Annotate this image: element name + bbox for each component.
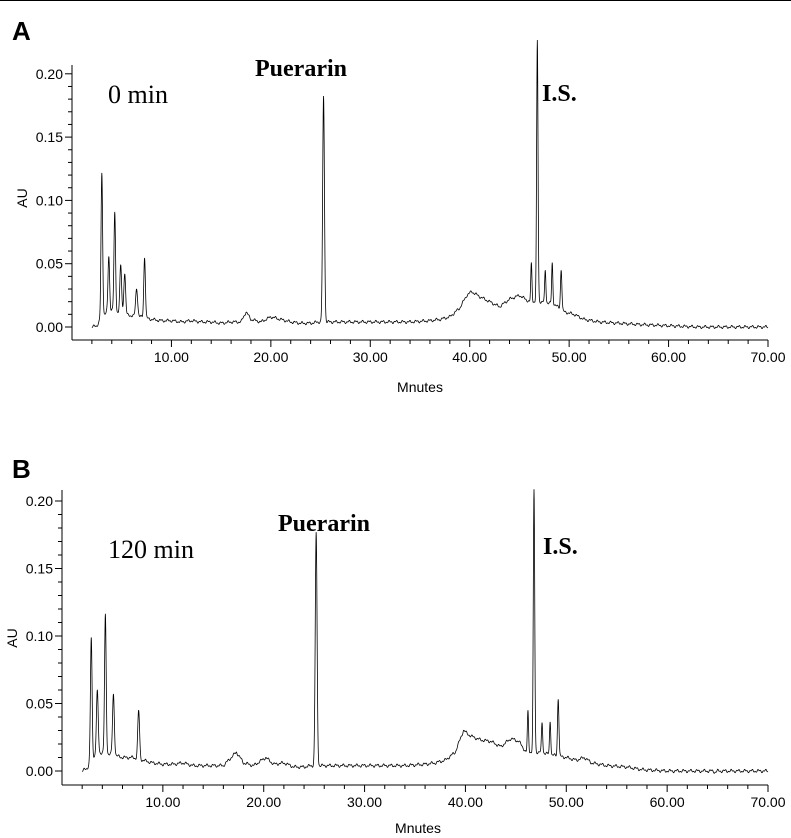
x-tick-label: 50.00 <box>552 349 587 365</box>
puerarin-peak-label: Puerarin <box>255 56 347 82</box>
chromatogram-trace <box>82 489 769 774</box>
x-tick-label: 10.00 <box>145 794 180 810</box>
y-axis-title: AU <box>4 628 20 647</box>
y-tick-label: 0.10 <box>36 192 63 208</box>
x-tick-label: 70.00 <box>750 349 785 365</box>
y-axis-title: AU <box>14 188 30 207</box>
internal-standard-peak-label: I.S. <box>542 81 577 107</box>
y-tick-label: 0.20 <box>26 493 53 509</box>
internal-standard-peak-label: I.S. <box>543 534 578 560</box>
x-tick-label: 30.00 <box>353 349 388 365</box>
x-axis-title: Mnutes <box>395 820 441 836</box>
y-tick-label: 0.00 <box>36 319 63 335</box>
y-tick-label: 0.05 <box>36 256 63 272</box>
x-tick-label: 10.00 <box>154 349 189 365</box>
y-tick-label: 0.20 <box>36 66 63 82</box>
y-tick-label: 0.10 <box>26 628 53 644</box>
sampling-time-label: 120 min <box>108 535 194 564</box>
x-tick-label: 60.00 <box>650 794 685 810</box>
x-tick-label: 40.00 <box>452 349 487 365</box>
y-tick-label: 0.05 <box>26 696 53 712</box>
y-tick-label: 0.00 <box>26 763 53 779</box>
sampling-time-label: 0 min <box>108 80 168 109</box>
y-tick-label: 0.15 <box>26 561 53 577</box>
panel-letter: A <box>12 16 31 46</box>
chart-panel-a: A 10.00 20.00 30.00 40.00 50.00 60.00 70.00 0.00… <box>12 16 786 395</box>
x-tick-label: 30.00 <box>347 794 382 810</box>
puerarin-peak-label: Puerarin <box>278 511 370 537</box>
x-tick-label: 60.00 <box>651 349 686 365</box>
x-tick-label: 70.00 <box>750 794 785 810</box>
x-tick-label: 40.00 <box>448 794 483 810</box>
x-tick-label: 20.00 <box>253 349 288 365</box>
chromatogram-trace <box>91 39 769 330</box>
chart-panel-b: B 10.00 20.00 30.00 40.00 50.00 60.00 70.00 0.00… <box>4 454 786 836</box>
x-axis-title: Mnutes <box>397 379 443 395</box>
panel-letter: B <box>12 454 31 484</box>
y-tick-label: 0.15 <box>36 129 63 145</box>
x-tick-label: 50.00 <box>549 794 584 810</box>
x-tick-label: 20.00 <box>246 794 281 810</box>
